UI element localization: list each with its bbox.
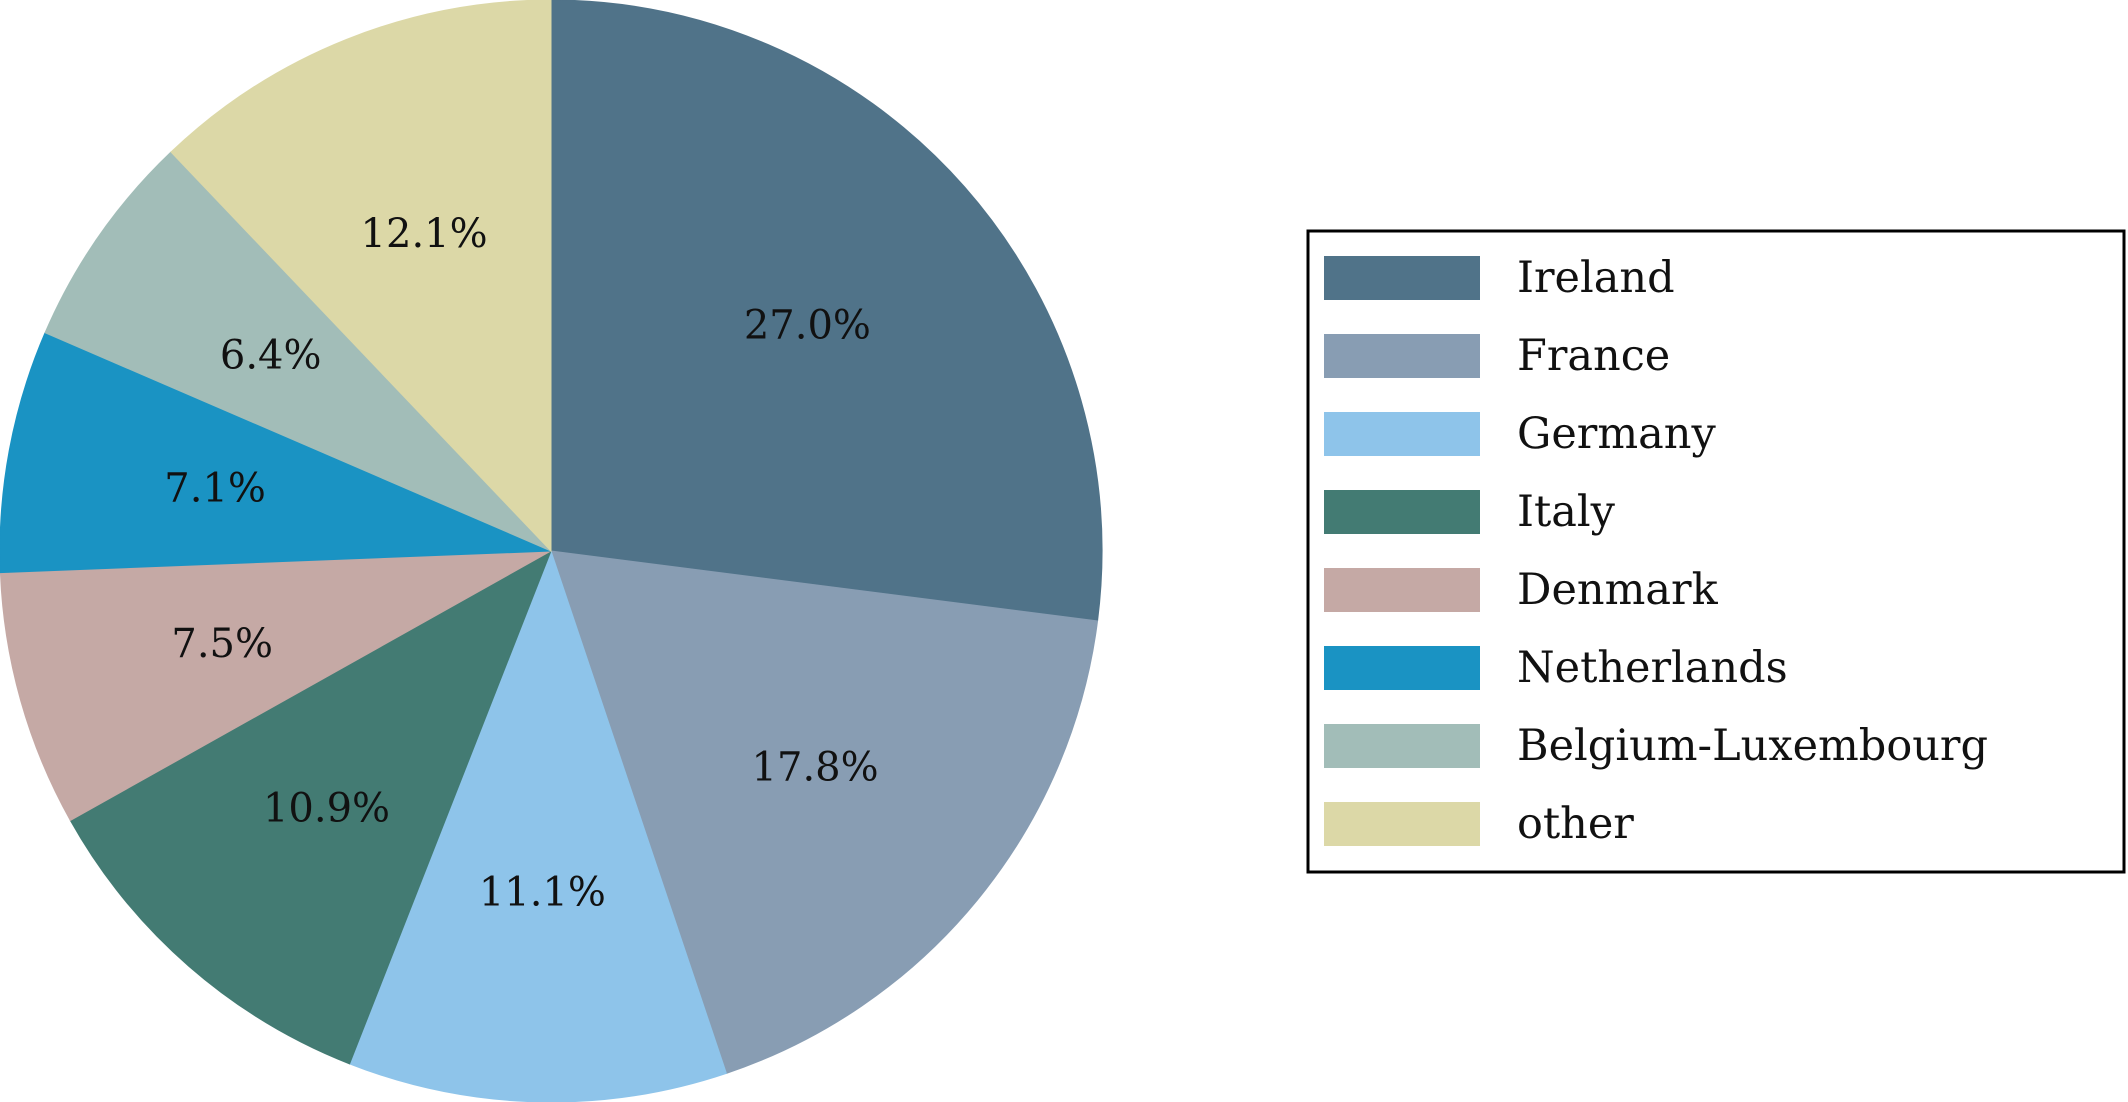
data-label-other: 12.1% — [361, 211, 488, 257]
data-label-netherlands: 7.1% — [164, 466, 266, 512]
pie-slice-ireland — [550, 0, 1103, 622]
data-label-italy: 10.9% — [263, 786, 390, 832]
legend-swatch-netherlands — [1324, 646, 1480, 690]
legend-frame — [1306, 229, 2126, 874]
legend-swatch-italy — [1324, 490, 1480, 534]
legend-label-other: other — [1517, 799, 1634, 849]
legend-swatch-france — [1324, 334, 1480, 378]
pie-slice-other — [170, 0, 552, 553]
pie-slice-belgium-luxembourg — [44, 151, 552, 552]
pie-slices — [0, 0, 1103, 1102]
data-label-france: 17.8% — [752, 745, 879, 791]
legend-label-ireland: Ireland — [1517, 253, 1675, 303]
legend-swatch-belgium-luxembourg — [1324, 724, 1480, 768]
legend-swatch-ireland — [1324, 256, 1480, 300]
pie-slice-france — [550, 550, 1099, 1074]
pie-slice-netherlands — [0, 332, 552, 574]
legend-label-france: France — [1517, 331, 1670, 381]
legend-label-denmark: Denmark — [1517, 565, 1719, 615]
legend-swatch-denmark — [1324, 568, 1480, 612]
pie-slice-italy — [69, 549, 552, 1065]
data-label-ireland: 27.0% — [744, 302, 871, 348]
legend: Ireland France Germany Italy Denmark Netherla… — [1306, 229, 2126, 874]
pie-slice-labels: 27.0% 17.8% 11.1% 10.9% 7.5% 7.1% 6.4% 12.1% — [164, 211, 878, 916]
pie-slice-denmark — [0, 550, 552, 822]
data-label-germany: 11.1% — [479, 870, 606, 916]
legend-label-netherlands: Netherlands — [1517, 643, 1788, 693]
legend-label-italy: Italy — [1517, 487, 1616, 537]
data-label-denmark: 7.5% — [171, 621, 273, 667]
legend-label-germany: Germany — [1517, 409, 1716, 459]
legend-swatch-germany — [1324, 412, 1480, 456]
legend-label-belgium-luxembourg: Belgium-Luxembourg — [1517, 721, 1988, 771]
data-label-belgium-luxembourg: 6.4% — [220, 333, 322, 379]
legend-swatch-other — [1324, 802, 1480, 846]
